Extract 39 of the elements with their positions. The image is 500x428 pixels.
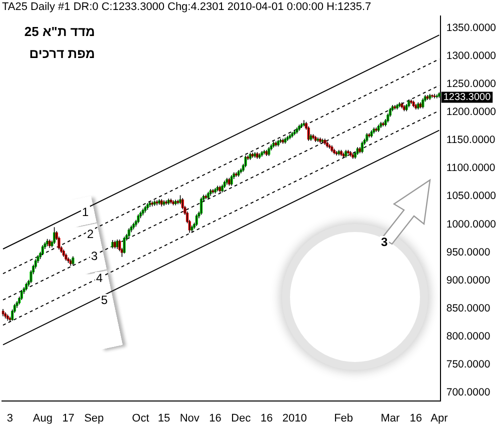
x-tick-label: Dec [231, 412, 252, 424]
x-tick-label: 16 [260, 412, 273, 424]
y-tick-label: 1200.0000 [446, 106, 496, 118]
x-tick-label: Feb [334, 412, 354, 424]
annotation: 3 [380, 235, 389, 249]
x-tick-label: 16 [410, 412, 422, 424]
y-tick-label: 700.0000 [446, 386, 490, 398]
y-tick-label: 1150.0000 [446, 134, 496, 146]
y-tick-label: 1250.0000 [446, 78, 496, 90]
y-tick-label: 1300.0000 [446, 50, 496, 62]
x-tick-label: Nov [180, 412, 200, 424]
text: 1233.3000 [443, 92, 492, 103]
annotation: 1 [81, 205, 90, 219]
y-tick-label: 900.0000 [446, 274, 490, 286]
chart-title: TA25 Daily #1 DR:0 C:1233.3000 Chg:4.2301 2010-04-01 0:00:00 H:1235.7 [2, 1, 372, 13]
y-tick-label: 800.0000 [446, 330, 490, 342]
x-tick-label: 2010 [282, 412, 307, 424]
annotation: 5 [100, 293, 109, 307]
x-tick-label: Apr [430, 412, 448, 424]
annotation: 4 [95, 271, 104, 285]
x-tick-label: Sep [84, 412, 104, 424]
annotation: מפת דרכים [29, 46, 95, 61]
x-tick-label: Aug [32, 412, 52, 424]
x-tick-label: Mar [380, 412, 400, 424]
x-tick-label: 15 [158, 412, 170, 424]
x-tick-label: 16 [209, 412, 222, 424]
y-tick-label: 950.0000 [446, 246, 490, 258]
x-tick-label: 3 [6, 412, 14, 424]
y-tick-label: 750.0000 [446, 358, 490, 370]
annotation: 3 [90, 249, 99, 263]
y-tick-label: 1050.0000 [446, 190, 496, 202]
y-tick-label: 1000.0000 [446, 218, 496, 230]
y-tick-label: 850.0000 [446, 302, 490, 314]
y-tick-label: 1350.0000 [446, 22, 496, 34]
x-tick-label: Oct [132, 412, 150, 424]
x-tick-label: 17 [62, 412, 74, 424]
y-tick-label: 1100.0000 [446, 162, 496, 174]
annotation: 2 [86, 227, 95, 241]
annotation: מדד ת"א 25 [24, 24, 95, 39]
